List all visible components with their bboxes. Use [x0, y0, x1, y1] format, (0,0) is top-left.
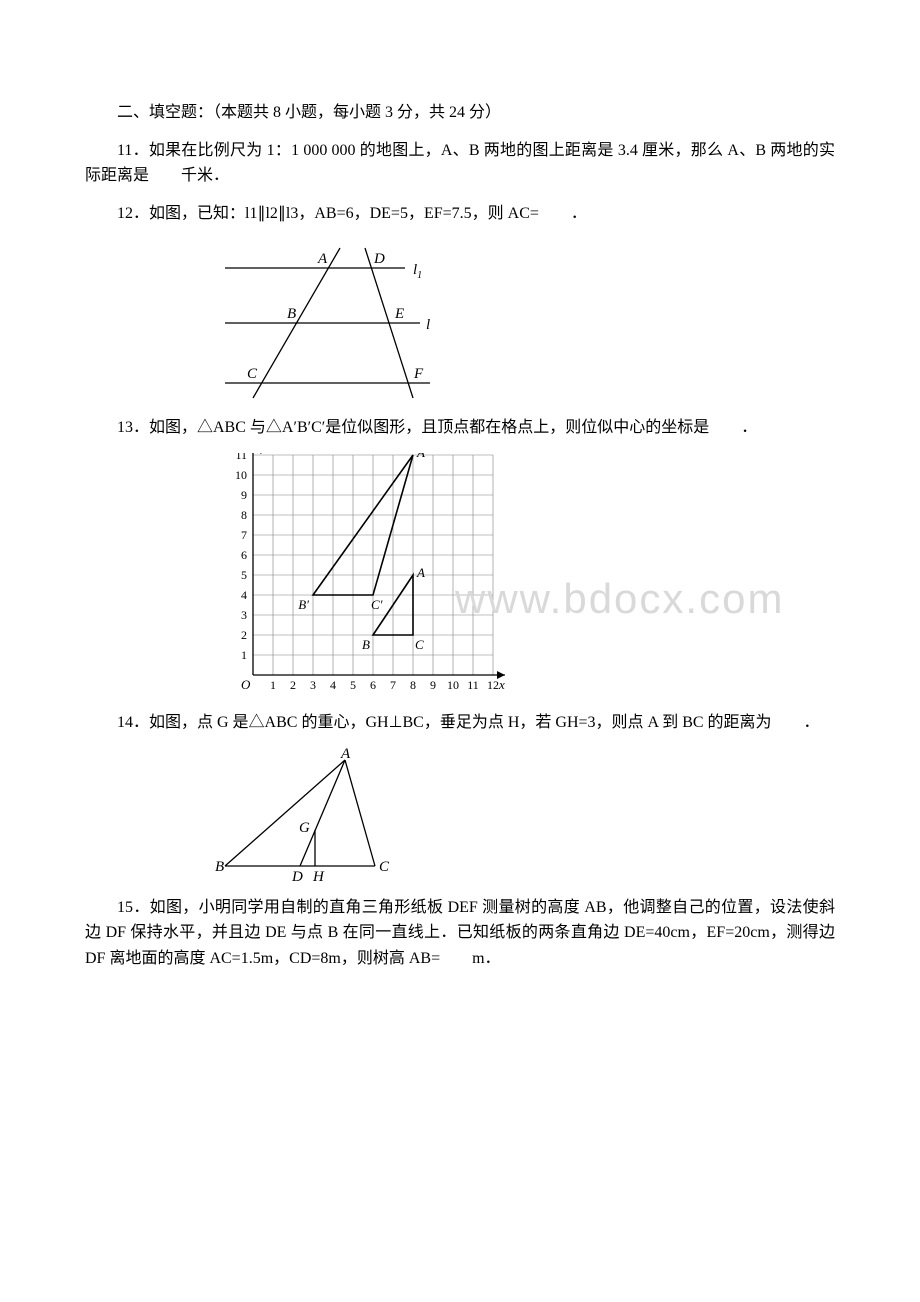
svg-text:H: H [312, 869, 325, 883]
svg-text:11: 11 [235, 453, 247, 462]
svg-text:l2: l2 [426, 317, 430, 336]
svg-text:C: C [247, 366, 258, 382]
figure-14: A B C DH G [215, 748, 835, 883]
svg-text:O: O [241, 677, 251, 692]
svg-text:F: F [413, 366, 424, 382]
svg-text:A: A [340, 748, 351, 762]
svg-text:x: x [498, 677, 505, 692]
svg-text:B: B [287, 306, 296, 322]
svg-text:5: 5 [241, 568, 247, 582]
svg-text:C: C [379, 859, 390, 875]
svg-text:11: 11 [467, 678, 479, 692]
svg-text:3: 3 [241, 608, 247, 622]
svg-text:D: D [291, 869, 303, 883]
section-heading: 二、填空题：（本题共 8 小题，每小题 3 分，共 24 分） [85, 100, 835, 126]
svg-text:7: 7 [390, 678, 396, 692]
svg-text:10: 10 [235, 468, 247, 482]
svg-text:y: y [259, 453, 267, 454]
svg-text:A: A [416, 565, 425, 580]
svg-text:9: 9 [241, 488, 247, 502]
svg-text:B: B [215, 859, 224, 875]
svg-text:8: 8 [241, 508, 247, 522]
svg-text:1: 1 [270, 678, 276, 692]
svg-text:A: A [317, 251, 328, 267]
figure-13: 1234567891011121234567891011OxyA′B′C′ABC… [215, 453, 835, 698]
svg-text:3: 3 [310, 678, 316, 692]
svg-text:6: 6 [370, 678, 376, 692]
question-14: 14．如图，点 G 是△ABC 的重心，GH⊥BC，垂足为点 H，若 GH=3，… [85, 710, 835, 736]
figure-12: ADBECFl1l2l3 [215, 238, 835, 403]
svg-text:1: 1 [241, 648, 247, 662]
svg-text:E: E [394, 306, 404, 322]
svg-text:l1: l1 [413, 262, 422, 281]
svg-text:12: 12 [487, 678, 499, 692]
question-12: 12．如图，已知：l1∥l2∥l3，AB=6，DE=5，EF=7.5，则 AC=… [85, 201, 835, 227]
svg-text:8: 8 [410, 678, 416, 692]
svg-text:4: 4 [241, 588, 247, 602]
svg-text:2: 2 [290, 678, 296, 692]
svg-text:A′: A′ [416, 453, 428, 460]
question-15: 15．如图，小明同学用自制的直角三角形纸板 DEF 测量树的高度 AB，他调整自… [85, 895, 835, 972]
svg-text:4: 4 [330, 678, 336, 692]
svg-text:7: 7 [241, 528, 247, 542]
svg-text:5: 5 [350, 678, 356, 692]
question-11: 11．如果在比例尺为 1：1 000 000 的地图上，A、B 两地的图上距离是… [85, 138, 835, 189]
svg-text:D: D [373, 251, 385, 267]
svg-text:10: 10 [447, 678, 459, 692]
svg-text:6: 6 [241, 548, 247, 562]
svg-text:B: B [362, 637, 370, 652]
svg-text:2: 2 [241, 628, 247, 642]
svg-text:G: G [299, 820, 310, 836]
svg-text:C: C [415, 637, 424, 652]
svg-text:C′: C′ [371, 597, 383, 612]
svg-text:9: 9 [430, 678, 436, 692]
svg-text:B′: B′ [298, 597, 309, 612]
question-13: 13．如图，△ABC 与△A′B′C′是位似图形，且顶点都在格点上，则位似中心的… [85, 415, 835, 441]
